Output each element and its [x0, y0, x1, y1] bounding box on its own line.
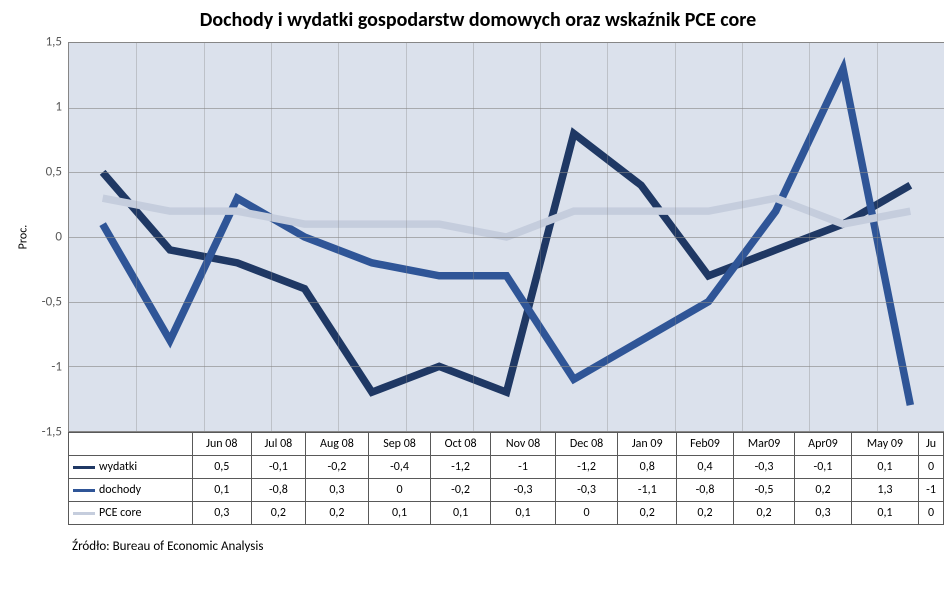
table-col-header: Feb09	[677, 433, 734, 456]
y-tick-label: 1,5	[46, 35, 62, 50]
table-cell: 0,1	[192, 479, 251, 502]
y-tick-label: -1,5	[42, 425, 62, 440]
vgrid-line	[540, 43, 541, 431]
table-corner	[69, 433, 193, 456]
data-table: Jun 08Jul 08Aug 08Sep 08Oct 08Nov 08Dec …	[68, 432, 944, 525]
table-cell: -0,3	[491, 479, 555, 502]
table-cell: -0,3	[733, 456, 794, 479]
table-cell: 0,2	[733, 502, 794, 525]
table-cell: 0,1	[369, 502, 431, 525]
table-row-header: wydatki	[69, 456, 193, 479]
table-cell: 0,2	[618, 502, 677, 525]
chart-container: Dochody i wydatki gospodarstw domowych o…	[0, 0, 948, 593]
table-cell: -0,2	[430, 479, 490, 502]
series-name-label: dochody	[99, 483, 141, 497]
table-cell: 0,2	[252, 502, 306, 525]
series-name-label: wydatki	[99, 460, 137, 474]
vgrid-line	[809, 43, 810, 431]
vgrid-line	[877, 43, 878, 431]
table-cell: 0,3	[305, 479, 369, 502]
legend-swatch	[73, 489, 95, 492]
y-tick-label: 0	[55, 230, 62, 245]
table-cell: 0,1	[851, 502, 918, 525]
vgrid-line	[675, 43, 676, 431]
vgrid-line	[271, 43, 272, 431]
table-row-header: PCE core	[69, 502, 193, 525]
vgrid-line	[136, 43, 137, 431]
table-cell: -1,1	[618, 479, 677, 502]
table-cell: -0,4	[369, 456, 431, 479]
ylabel-wrap: Proc.	[12, 42, 34, 432]
y-tick-label: -0,5	[42, 294, 62, 309]
table-col-header: Oct 08	[430, 433, 490, 456]
series-name-label: PCE core	[99, 506, 141, 520]
vgrid-line	[406, 43, 407, 431]
table-col-header: Dec 08	[555, 433, 618, 456]
y-tick-label: 1	[55, 99, 62, 114]
table-cell: 0	[555, 502, 618, 525]
y-axis: -1,5-1-0,500,511,5	[34, 42, 68, 432]
table-col-header: Aug 08	[305, 433, 369, 456]
table-cell: 0,2	[677, 502, 734, 525]
table-cell: -0,3	[555, 479, 618, 502]
table-col-header: Jan 09	[618, 433, 677, 456]
table-cell: 0	[369, 479, 431, 502]
y-tick-label: 0,5	[46, 164, 62, 179]
table-cell: 0,2	[305, 502, 369, 525]
vgrid-line	[473, 43, 474, 431]
table-col-header: Sep 08	[369, 433, 431, 456]
table-cell: 0,1	[851, 456, 918, 479]
vgrid-line	[742, 43, 743, 431]
table-cell: -0,2	[305, 456, 369, 479]
grid-line	[69, 172, 944, 173]
table-col-header: Nov 08	[491, 433, 555, 456]
table-cell: 0	[919, 456, 944, 479]
table-cell: 0,3	[795, 502, 852, 525]
source-text: Źródło: Bureau of Economic Analysis	[72, 539, 944, 554]
table-cell: 0	[919, 502, 944, 525]
table-cell: 0,4	[677, 456, 734, 479]
legend-swatch	[73, 512, 95, 515]
table-cell: 0,2	[795, 479, 852, 502]
table-row-header: dochody	[69, 479, 193, 502]
table-col-header: Mar09	[733, 433, 794, 456]
table-cell: 1,3	[851, 479, 918, 502]
table-cell: -1,2	[430, 456, 490, 479]
table-cell: -0,1	[795, 456, 852, 479]
grid-line	[69, 237, 944, 238]
vgrid-line	[204, 43, 205, 431]
vgrid-line	[607, 43, 608, 431]
table-cell: 0,1	[430, 502, 490, 525]
grid-line	[69, 366, 944, 367]
table-cell: -0,8	[252, 479, 306, 502]
y-axis-label: Proc.	[16, 225, 30, 250]
vgrid-line	[338, 43, 339, 431]
plot-area	[68, 42, 944, 432]
table-cell: 0,1	[491, 502, 555, 525]
table-col-header: May 09	[851, 433, 918, 456]
chart-title: Dochody i wydatki gospodarstw domowych o…	[12, 8, 944, 32]
table-col-header: Jul 08	[252, 433, 306, 456]
table-cell: -1	[919, 479, 944, 502]
plot-wrap: Proc. -1,5-1-0,500,511,5	[12, 42, 944, 432]
table-col-header: Jun 08	[192, 433, 251, 456]
table-col-header: Ju	[919, 433, 944, 456]
table-cell: -0,1	[252, 456, 306, 479]
table-cell: 0,3	[192, 502, 251, 525]
grid-line	[69, 302, 944, 303]
table-cell: -0,8	[677, 479, 734, 502]
y-tick-label: -1	[51, 360, 62, 375]
table-cell: 0,8	[618, 456, 677, 479]
legend-swatch	[73, 466, 95, 469]
table-cell: -1,2	[555, 456, 618, 479]
grid-line	[69, 108, 944, 109]
table-cell: 0,5	[192, 456, 251, 479]
table-cell: -0,5	[733, 479, 794, 502]
table-col-header: Apr09	[795, 433, 852, 456]
table-cell: -1	[491, 456, 555, 479]
